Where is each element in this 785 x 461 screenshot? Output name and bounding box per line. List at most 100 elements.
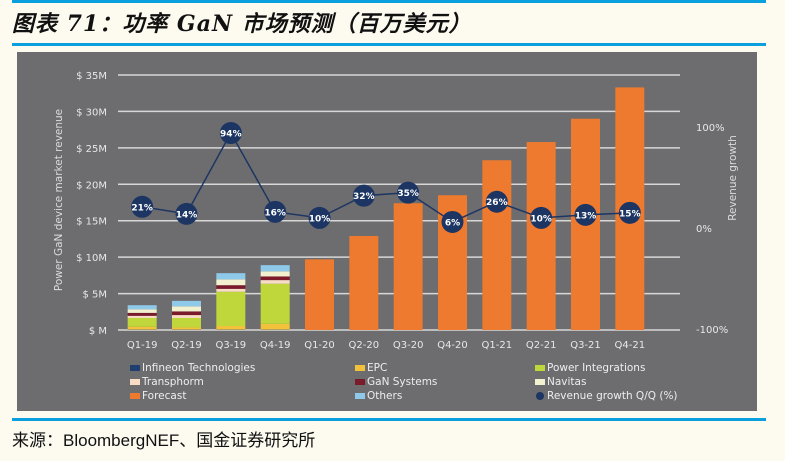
bar-segment-others (172, 300, 201, 307)
bar-segment-navitas (260, 271, 290, 277)
bar-segment-gan_systems (172, 311, 201, 316)
growth-point-label: 14% (176, 210, 198, 220)
legend-swatch-navitas (535, 379, 545, 385)
legend-swatch-epc (355, 365, 365, 371)
x-tick-label: Q2-21 (526, 340, 557, 351)
y2-tick-label: -100% (696, 325, 728, 336)
legend-swatch-infineon (130, 365, 140, 371)
x-tick-label: Q2-20 (349, 340, 380, 351)
legend-label: Revenue growth Q/Q (%) (547, 390, 678, 402)
legend-label: Navitas (547, 376, 586, 388)
y2-tick-label: 0% (696, 224, 712, 235)
growth-point-label: 32% (353, 192, 375, 202)
growth-point-label: 10% (309, 214, 331, 224)
bar-segment-gan_systems (127, 312, 157, 316)
legend-label: Infineon Technologies (142, 362, 255, 374)
growth-point (618, 201, 641, 224)
legend-swatch-gan_systems (355, 379, 365, 385)
bar-segment-power_integrations (260, 283, 290, 324)
growth-point (441, 210, 464, 233)
growth-point-label: 26% (486, 198, 508, 208)
bar-segment-forecast (482, 160, 512, 330)
top-rule (12, 0, 766, 3)
bar-segment-transphorm (216, 288, 246, 292)
growth-point (219, 122, 242, 145)
growth-point-label: 15% (619, 209, 641, 219)
bar-segment-transphorm (127, 315, 157, 318)
growth-point-label: 10% (530, 214, 552, 224)
legend-label: Transphorm (141, 376, 204, 388)
bar-segment-forecast (305, 259, 334, 330)
y-tick-label: $ 15M (76, 217, 107, 228)
bar-segment-epc (127, 326, 157, 330)
x-tick-label: Q4-20 (437, 340, 468, 351)
growth-point (308, 206, 331, 229)
y2-axis-label: Revenue growth (727, 135, 739, 221)
growth-point-label: 6% (445, 218, 460, 228)
bar-segment-navitas (172, 306, 201, 312)
bar-segment-power_integrations (172, 317, 201, 328)
x-tick-label: Q1-20 (304, 340, 335, 351)
x-tick-label: Q4-19 (260, 340, 291, 351)
bar-segment-forecast (393, 203, 423, 330)
x-tick-label: Q3-19 (216, 340, 247, 351)
y-tick-label: $ 30M (76, 107, 107, 118)
x-tick-label: Q4-21 (615, 340, 646, 351)
bar-segment-power_integrations (216, 291, 246, 326)
legend-label: Others (367, 390, 402, 402)
growth-point (397, 181, 420, 204)
legend-label: EPC (367, 362, 387, 374)
legend-label: Forecast (142, 390, 186, 402)
growth-point (175, 202, 198, 225)
legend-swatch-growth (536, 392, 544, 400)
bar-segment-others (260, 265, 290, 272)
bar-segment-transphorm (172, 315, 201, 318)
growth-point (485, 190, 508, 213)
title-rule (12, 43, 766, 46)
bar-segment-transphorm (260, 280, 290, 284)
bar-segment-others (216, 273, 246, 280)
growth-point-label: 94% (220, 130, 242, 140)
y-tick-label: $ 20M (76, 180, 107, 191)
y-tick-label: $ M (89, 326, 107, 337)
x-tick-label: Q3-21 (570, 340, 601, 351)
growth-point (530, 206, 553, 229)
y-tick-label: $ 10M (76, 253, 107, 264)
source-rule (12, 418, 766, 421)
source-note: 来源：BloombergNEF、国金证券研究所 (12, 431, 316, 450)
growth-point (264, 200, 287, 223)
y2-tick-label: 100% (696, 123, 725, 134)
bar-segment-others (127, 305, 157, 310)
growth-point-label: 16% (264, 208, 286, 218)
growth-point (574, 203, 597, 226)
bar-segment-gan_systems (216, 285, 246, 289)
figure-title: 图表 71：功率 GaN 市场预测（百万美元） (12, 11, 472, 37)
x-tick-label: Q1-21 (482, 340, 513, 351)
x-tick-label: Q1-19 (127, 340, 158, 351)
y-tick-label: $ 5M (82, 290, 107, 301)
legend-swatch-power_integrations (535, 365, 545, 371)
growth-point-label: 21% (131, 203, 153, 213)
legend-swatch-others (355, 393, 365, 399)
bar-segment-navitas (216, 279, 246, 286)
bar-segment-forecast (526, 142, 556, 330)
bar-segment-navitas (127, 309, 157, 313)
x-tick-label: Q2-19 (171, 340, 202, 351)
growth-point (352, 184, 375, 207)
legend-swatch-transphorm (130, 379, 140, 385)
bar-segment-power_integrations (127, 317, 157, 327)
bar-segment-epc (216, 325, 246, 330)
growth-point-label: 13% (575, 211, 597, 221)
growth-point-label: 35% (397, 189, 419, 199)
legend-label: GaN Systems (367, 376, 437, 388)
bar-segment-forecast (349, 236, 379, 330)
growth-point (131, 195, 154, 218)
y-tick-label: $ 25M (76, 144, 107, 155)
y-axis-label: Power GaN device market revenue (53, 109, 65, 291)
growth-line (142, 131, 630, 223)
x-tick-label: Q3-20 (393, 340, 424, 351)
y-tick-label: $ 35M (76, 71, 107, 82)
legend-label: Power Integrations (547, 362, 645, 374)
legend-swatch-forecast (130, 393, 140, 399)
